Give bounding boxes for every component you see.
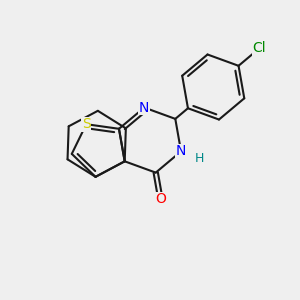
Text: H: H (195, 152, 204, 165)
Text: S: S (82, 117, 91, 131)
Text: Cl: Cl (253, 41, 266, 56)
Text: N: N (176, 144, 186, 158)
Text: N: N (139, 100, 149, 115)
Text: O: O (155, 192, 166, 206)
